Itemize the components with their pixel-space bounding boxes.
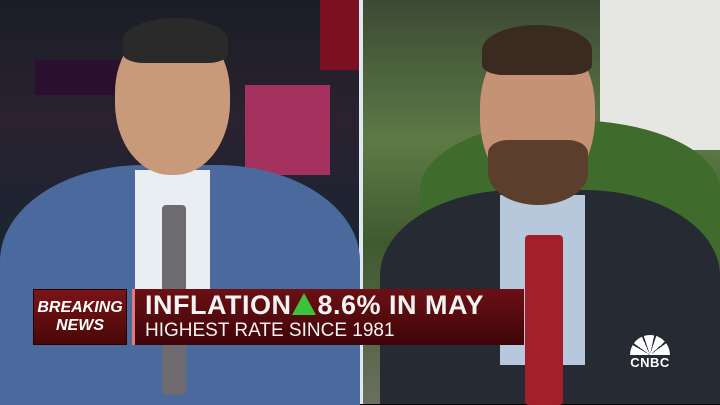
guest-hair — [482, 25, 592, 75]
panel-divider — [359, 0, 363, 404]
headline-value: 8.6% IN MAY — [317, 290, 485, 320]
breaking-news-badge: BREAKING NEWS — [33, 289, 127, 345]
network-logo: CNBC — [626, 335, 674, 370]
guest-beard — [488, 140, 588, 205]
anchor-hair — [123, 18, 228, 63]
peacock-icon — [630, 335, 670, 355]
studio-sign — [320, 0, 360, 70]
badge-line2: NEWS — [56, 317, 104, 334]
headline: INFLATION 8.6% IN MAY — [145, 290, 524, 320]
up-triangle-icon — [292, 293, 317, 315]
network-logo-text: CNBC — [630, 355, 670, 370]
studio-screen — [245, 85, 330, 175]
guest-tie — [525, 235, 563, 405]
lower-third-banner: BREAKING NEWS INFLATION 8.6% IN MAY HIGHE… — [33, 289, 524, 345]
badge-line1: BREAKING — [37, 299, 123, 316]
headline-prefix: INFLATION — [145, 290, 292, 320]
headline-box: INFLATION 8.6% IN MAY HIGHEST RATE SINCE … — [132, 289, 524, 345]
subheadline: HIGHEST RATE SINCE 1981 — [145, 320, 395, 341]
